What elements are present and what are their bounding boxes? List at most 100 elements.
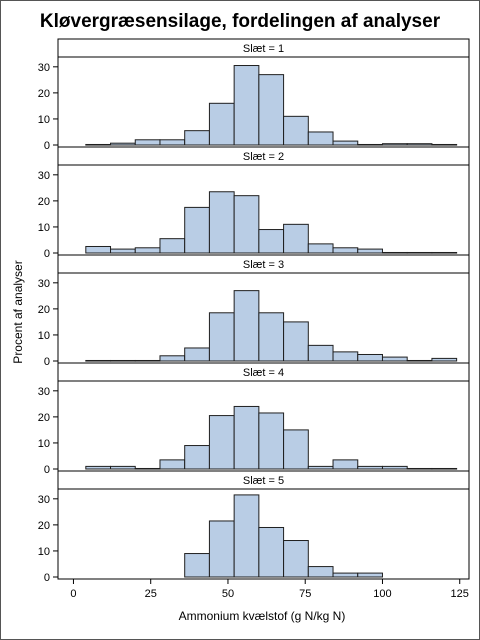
histogram-bar (184, 206, 210, 254)
histogram-bar (184, 553, 210, 578)
histogram-bar (307, 566, 334, 578)
histogram-bar (283, 223, 309, 254)
histogram-bar (258, 74, 285, 146)
panel-4: Slæt = 4 0 10 20 30 (38, 362, 470, 476)
histogram-bar (208, 520, 235, 578)
panel-strip-label: Slæt = 2 (243, 151, 284, 163)
histogram-bar (110, 359, 136, 362)
histogram-bar (406, 359, 433, 362)
histogram-bar (208, 191, 235, 254)
x-tick-label: 50 (222, 588, 234, 600)
panels-layer: Slæt = 1 0 10 20 30 Slæt = 2 0 10 20 30 Slæt = 3 0 1… (38, 38, 470, 584)
histogram-bar (258, 312, 285, 362)
histogram-bar (381, 143, 408, 146)
histogram-bar (406, 143, 433, 146)
histogram-bar (283, 115, 309, 146)
histogram-bar (431, 143, 458, 146)
histogram-bar (110, 465, 136, 470)
y-tick-label: 0 (44, 248, 50, 260)
y-tick-label: 30 (38, 494, 50, 506)
histogram-bar (134, 247, 161, 254)
y-axis-label: Procent af analyser (11, 260, 25, 363)
x-axis-label: Ammonium kvælstof (g N/kg N) (179, 609, 346, 623)
x-tick-label: 25 (145, 588, 157, 600)
histogram-bar (85, 143, 112, 146)
histogram-bar (283, 540, 309, 578)
histogram-bar (233, 290, 260, 362)
histogram-bar (307, 243, 334, 254)
histogram-bar (283, 321, 309, 362)
histogram-bar (208, 415, 235, 470)
histogram-bar (159, 355, 186, 362)
histogram-bar (110, 142, 136, 146)
panel-5: Slæt = 5 0 10 20 30 (38, 470, 470, 584)
histogram-bar (406, 251, 433, 254)
y-tick-label: 10 (38, 114, 50, 126)
histogram-bar (134, 467, 161, 470)
histogram-bar (332, 459, 359, 470)
histogram-bar (381, 251, 408, 254)
histogram-bar (332, 247, 359, 254)
panel-strip-label: Slæt = 3 (243, 259, 284, 271)
y-tick-label: 10 (38, 222, 50, 234)
histogram-bar (85, 465, 112, 470)
histogram-bar (134, 139, 161, 146)
y-tick-label: 30 (38, 278, 50, 290)
histogram-bar (85, 245, 112, 254)
histogram-bar (431, 467, 458, 470)
histogram-bar (283, 429, 309, 470)
x-tick-label: 0 (70, 588, 76, 600)
y-tick-label: 20 (38, 196, 50, 208)
histogram-bar (258, 526, 285, 578)
panel-strip-label: Slæt = 4 (243, 367, 284, 379)
histogram-bar (406, 467, 433, 470)
panel-2: Slæt = 2 0 10 20 30 (38, 146, 470, 260)
y-tick-label: 20 (38, 520, 50, 532)
y-tick-label: 30 (38, 386, 50, 398)
histogram-bar (332, 351, 359, 362)
x-tick-label: 125 (451, 588, 469, 600)
histogram-bar (357, 353, 383, 362)
chart-title: Kløvergræsensilage, fordelingen af analy… (40, 11, 441, 32)
histogram-bar (233, 195, 260, 254)
y-tick-label: 0 (44, 464, 50, 476)
x-tick-label: 75 (299, 588, 311, 600)
histogram-bar (233, 405, 260, 470)
histogram-bar (110, 248, 136, 254)
histogram-bar (332, 572, 359, 578)
histogram-bar (357, 143, 383, 146)
histogram-bar (208, 312, 235, 362)
y-tick-label: 10 (38, 330, 50, 342)
panel-1: Slæt = 1 0 10 20 30 (38, 38, 470, 152)
panel-strip-label: Slæt = 5 (243, 475, 284, 487)
histogram-bar (381, 356, 408, 362)
histogram-bar (332, 140, 359, 146)
histogram-bar (431, 251, 458, 254)
y-tick-label: 0 (44, 140, 50, 152)
panel-3: Slæt = 3 0 10 20 30 (38, 254, 470, 368)
x-axis: 0 25 50 75 100 125 (70, 579, 469, 600)
histogram-bar (85, 359, 112, 362)
panel-strip-label: Slæt = 1 (243, 43, 284, 55)
histogram-bar (159, 139, 186, 146)
histogram-bar (159, 459, 186, 470)
y-tick-label: 30 (38, 170, 50, 182)
y-tick-label: 20 (38, 304, 50, 316)
y-tick-label: 10 (38, 546, 50, 558)
histogram-bar (258, 229, 285, 254)
histogram-bar (357, 465, 383, 470)
histogram-bar (208, 102, 235, 146)
x-tick-label: 100 (373, 588, 391, 600)
histogram-bar (381, 465, 408, 470)
histogram-bar (357, 248, 383, 254)
histogram-bar (184, 347, 210, 362)
histogram-bar (233, 494, 260, 578)
y-tick-label: 30 (38, 62, 50, 74)
histogram-bar (307, 131, 334, 146)
y-tick-label: 0 (44, 572, 50, 584)
histogram-bar (307, 465, 334, 470)
histogram-bar (184, 130, 210, 146)
histogram-bar (134, 359, 161, 362)
